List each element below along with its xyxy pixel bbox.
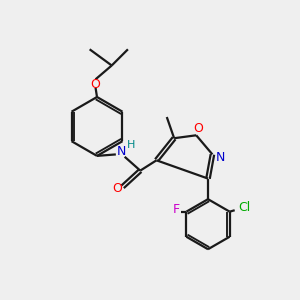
Text: O: O <box>194 122 203 135</box>
Text: Cl: Cl <box>238 201 250 214</box>
Text: H: H <box>126 140 135 150</box>
Text: F: F <box>172 203 180 216</box>
Text: N: N <box>216 151 225 164</box>
Text: N: N <box>116 145 126 158</box>
Text: O: O <box>91 77 100 91</box>
Text: O: O <box>112 182 122 195</box>
